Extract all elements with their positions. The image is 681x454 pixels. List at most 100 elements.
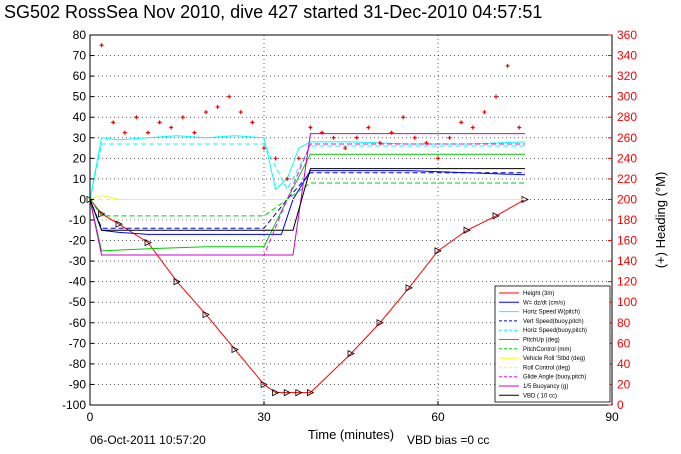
y-tick-label: -70 (69, 336, 87, 350)
heading-point (401, 115, 406, 120)
series-layer (86, 133, 529, 397)
height-point (492, 212, 500, 220)
height-point (347, 349, 355, 358)
series-w (89, 170, 526, 235)
right-tick-label: 240 (617, 151, 637, 165)
right-tick-label: 80 (617, 316, 631, 330)
heading-point (262, 146, 266, 151)
height-point (272, 389, 280, 397)
heading-point (320, 130, 324, 135)
height-point (307, 389, 315, 397)
height-point (231, 345, 239, 354)
y-tick-label: -90 (69, 377, 87, 391)
y-tick-label: -30 (69, 254, 87, 268)
heading-point (227, 94, 232, 99)
height-point (260, 380, 268, 389)
heading-point (331, 135, 336, 140)
series-glide_angle (89, 143, 525, 256)
y-tick-label: -80 (69, 357, 87, 371)
heading-point (308, 125, 313, 130)
heading-point (366, 125, 371, 130)
right-tick-label: 60 (617, 336, 631, 350)
legend-label: VBD ( 10 cc) (523, 393, 557, 399)
height-point (376, 319, 384, 327)
x-axis-ticks: 0 30 60 90 (87, 401, 619, 424)
heading-point (134, 115, 139, 120)
right-tick-label: 20 (617, 377, 631, 391)
height-point (283, 389, 292, 397)
right-axis-label: (+) Heading (°M) (653, 172, 668, 269)
y-tick-label: -50 (69, 295, 87, 309)
y-tick-label: 60 (73, 69, 87, 83)
legend-label: Horiz Speed(buoy,pitch) (523, 328, 587, 334)
heading-point (354, 135, 359, 140)
series-vehicle_roll (89, 194, 525, 200)
y-tick-label: -60 (69, 316, 87, 330)
y-tick-label: 40 (73, 110, 87, 124)
right-tick-label: 140 (617, 254, 637, 268)
height-point (463, 226, 471, 234)
right-tick-label: 0 (617, 398, 624, 412)
y-tick-label: 0 (79, 192, 86, 206)
right-tick-label: 160 (617, 234, 637, 248)
left-axis-ticks: -100-90-80-70-60-50-40-30-20-10010203040… (62, 28, 94, 412)
y-tick-label: 50 (73, 90, 87, 104)
series-pitch_up (89, 153, 525, 252)
heading-point (436, 156, 440, 161)
y-tick-label: -10 (69, 213, 87, 227)
vbd-bias-label: VBD bias =0 cc (407, 433, 490, 447)
series-height (89, 199, 526, 394)
series-buoyancy (89, 133, 525, 256)
series-vert_speed_buoy (89, 172, 525, 229)
y-tick-label: 80 (73, 28, 87, 42)
heading-point (482, 110, 487, 115)
heading-point (273, 156, 278, 161)
heading-point (285, 176, 290, 181)
right-tick-label: 220 (617, 172, 637, 186)
heading-point (204, 110, 208, 115)
height-point (173, 278, 181, 286)
heading-point (459, 120, 464, 125)
heading-point (122, 130, 127, 135)
right-tick-label: 40 (617, 357, 631, 371)
grid-lines (90, 35, 612, 405)
heading-point (470, 125, 475, 130)
chart-title: SG502 RossSea Nov 2010, dive 427 started… (4, 2, 543, 22)
heading-point (238, 110, 243, 115)
legend-label: Vehicle Roll 'Stbd (deg) (523, 356, 585, 362)
legend-label: PitchControl (mm) (523, 347, 571, 353)
right-tick-label: 180 (617, 213, 637, 227)
y-tick-label: -100 (62, 398, 86, 412)
right-tick-label: 260 (617, 131, 637, 145)
heading-point (215, 104, 220, 109)
legend-label: W= dz/dt (cm/s) (523, 300, 565, 306)
x-tick-label: 90 (605, 410, 619, 424)
legend-label: Roll Control (deg) (523, 365, 570, 371)
heading-point (412, 135, 417, 140)
heading-point (111, 120, 116, 125)
right-tick-label: 200 (617, 192, 637, 206)
x-tick-label: 0 (87, 410, 94, 424)
series-vbd (89, 168, 525, 231)
heading-point (146, 130, 150, 135)
x-tick-label: 30 (257, 410, 271, 424)
right-tick-label: 100 (617, 295, 637, 309)
legend: Height (3m) W= dz/dt (cm/s) Horiz Speed W(… (494, 285, 611, 403)
heading-point (505, 63, 510, 68)
right-tick-label: 320 (617, 69, 637, 83)
y-tick-label: 30 (73, 131, 87, 145)
right-axis-ticks: 0 20 40 60 80 100 120 140 160 180 200 220 240 260 280 3… (608, 28, 637, 412)
heading-point (494, 94, 498, 99)
heading-point (169, 125, 174, 130)
series-pitch_control (89, 182, 525, 217)
heading-point (157, 120, 162, 125)
legend-label: Glide Angle (buoy,pitch) (523, 375, 586, 381)
x-axis-label: Time (minutes) (308, 427, 394, 442)
y-tick-label: 10 (73, 172, 87, 186)
heading-point (192, 130, 197, 135)
heading-point (424, 140, 429, 145)
heading-point (250, 120, 255, 125)
right-tick-label: 300 (617, 90, 637, 104)
height-point (144, 238, 152, 247)
